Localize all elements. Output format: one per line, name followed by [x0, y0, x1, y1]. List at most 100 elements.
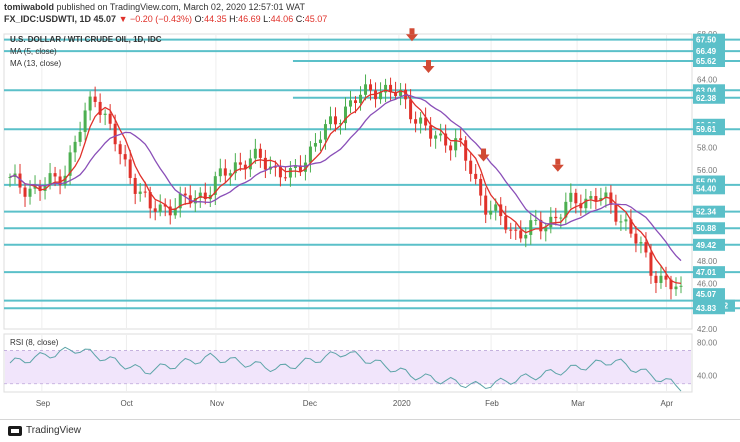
- candle-body: [53, 173, 57, 177]
- candle-body: [343, 106, 347, 124]
- last-price: 45.07: [93, 14, 117, 24]
- candle-body: [68, 152, 72, 176]
- price-label-box: [693, 288, 725, 301]
- high-value: 46.69: [238, 14, 261, 24]
- candle-body: [63, 175, 67, 186]
- price-label-box: [693, 55, 725, 68]
- x-tick-label: Dec: [303, 399, 317, 408]
- candle-body: [559, 217, 563, 219]
- price-label-text: 45.07: [696, 290, 717, 299]
- candle-body: [263, 157, 267, 170]
- candle-body: [58, 176, 62, 186]
- price-label-text: 62.38: [696, 94, 717, 103]
- candle-body: [18, 173, 22, 188]
- candle-body: [108, 113, 112, 124]
- ma13-legend: MA (13, close): [10, 59, 61, 68]
- tradingview-logo[interactable]: TradingView: [8, 425, 81, 436]
- open-value: 44.35: [204, 14, 227, 24]
- candle-body: [253, 148, 257, 159]
- candle-body: [88, 96, 92, 111]
- candle-body: [489, 210, 493, 215]
- candle-body: [338, 123, 342, 125]
- candle-body: [364, 84, 368, 95]
- price-label-text: 49.42: [696, 241, 717, 250]
- arrow-marker-icon: [422, 66, 435, 74]
- y-tick-label: 56.00: [697, 166, 718, 175]
- candle-body: [444, 133, 448, 146]
- candle-body: [509, 229, 513, 231]
- x-tick-label: Nov: [210, 399, 224, 408]
- candle-body: [213, 176, 217, 195]
- candle-body: [43, 185, 47, 191]
- candle-body: [554, 216, 558, 219]
- arrow-marker: [409, 28, 415, 35]
- price-label-text: 43.83: [696, 304, 717, 313]
- price-label-box: [693, 182, 725, 195]
- arrow-marker: [425, 60, 431, 67]
- candle-body: [599, 197, 603, 201]
- candle-body: [73, 141, 77, 153]
- candle-body: [273, 166, 277, 168]
- candle-body: [293, 165, 297, 169]
- chart-header: tomiwabold published on TradingView.com,…: [0, 0, 740, 34]
- candle-body: [173, 208, 177, 216]
- candle-body: [629, 219, 633, 234]
- candle-body: [624, 219, 628, 222]
- brand-name: TradingView: [26, 425, 82, 436]
- arrow-marker-icon: [551, 164, 564, 172]
- candle-body: [449, 145, 453, 151]
- candle-body: [188, 195, 192, 204]
- candle-body: [178, 193, 182, 209]
- candle-body: [233, 162, 237, 174]
- ohlc-line: FX_IDC:USDWTI, 1D 45.07 ▼ −0.20 (−0.43%)…: [4, 14, 327, 24]
- moving-average-line: [9, 94, 682, 262]
- candle-body: [183, 193, 187, 196]
- open-label: O:: [194, 14, 205, 24]
- candle-body: [679, 285, 683, 287]
- candle-body: [308, 146, 312, 163]
- price-chart[interactable]: SepOctNovDec2020FebMarApr42.0044.0046.00…: [0, 0, 740, 419]
- y-tick-label: 42.00: [697, 325, 718, 334]
- candle-body: [394, 92, 398, 96]
- candle-body: [584, 198, 588, 209]
- price-label-box: [693, 266, 725, 279]
- candle-body: [634, 233, 638, 244]
- candle-body: [399, 89, 403, 96]
- price-label-text: 50.88: [696, 224, 717, 233]
- candle-body: [359, 94, 363, 104]
- candle-body: [539, 219, 543, 232]
- candle-body: [569, 192, 573, 202]
- author-name[interactable]: tomiwabold: [4, 2, 54, 12]
- candle-body: [409, 99, 413, 120]
- price-label-text: 63.04: [696, 86, 717, 95]
- candle-body: [218, 168, 222, 177]
- candle-body: [78, 131, 82, 142]
- candle-body: [464, 140, 468, 161]
- rsi-line: [9, 346, 682, 392]
- candle-body: [248, 158, 252, 170]
- candle-body: [243, 164, 247, 170]
- price-label-box: [693, 33, 725, 46]
- rsi-band: [5, 350, 691, 384]
- candle-body: [424, 117, 428, 126]
- candle-body: [534, 219, 538, 221]
- candle-body: [639, 242, 643, 244]
- candle-body: [93, 96, 97, 102]
- price-label-box: [693, 302, 725, 315]
- rsi-legend: RSI (8, close): [10, 338, 59, 347]
- candle-body: [459, 138, 463, 141]
- candle-body: [579, 203, 583, 209]
- candle-body: [549, 216, 553, 228]
- candle-body: [153, 208, 157, 212]
- candle-body: [674, 286, 678, 290]
- symbol-line: FX_IDC:USDWTI, 1D: [4, 14, 92, 24]
- candle-body: [23, 187, 27, 197]
- candle-body: [529, 220, 533, 235]
- price-label-box: [693, 238, 725, 251]
- candle-body: [594, 196, 598, 201]
- candle-body: [168, 206, 172, 216]
- candle-body: [499, 204, 503, 217]
- x-tick-label: Sep: [36, 399, 51, 408]
- candle-body: [148, 192, 152, 209]
- candle-body: [223, 168, 227, 176]
